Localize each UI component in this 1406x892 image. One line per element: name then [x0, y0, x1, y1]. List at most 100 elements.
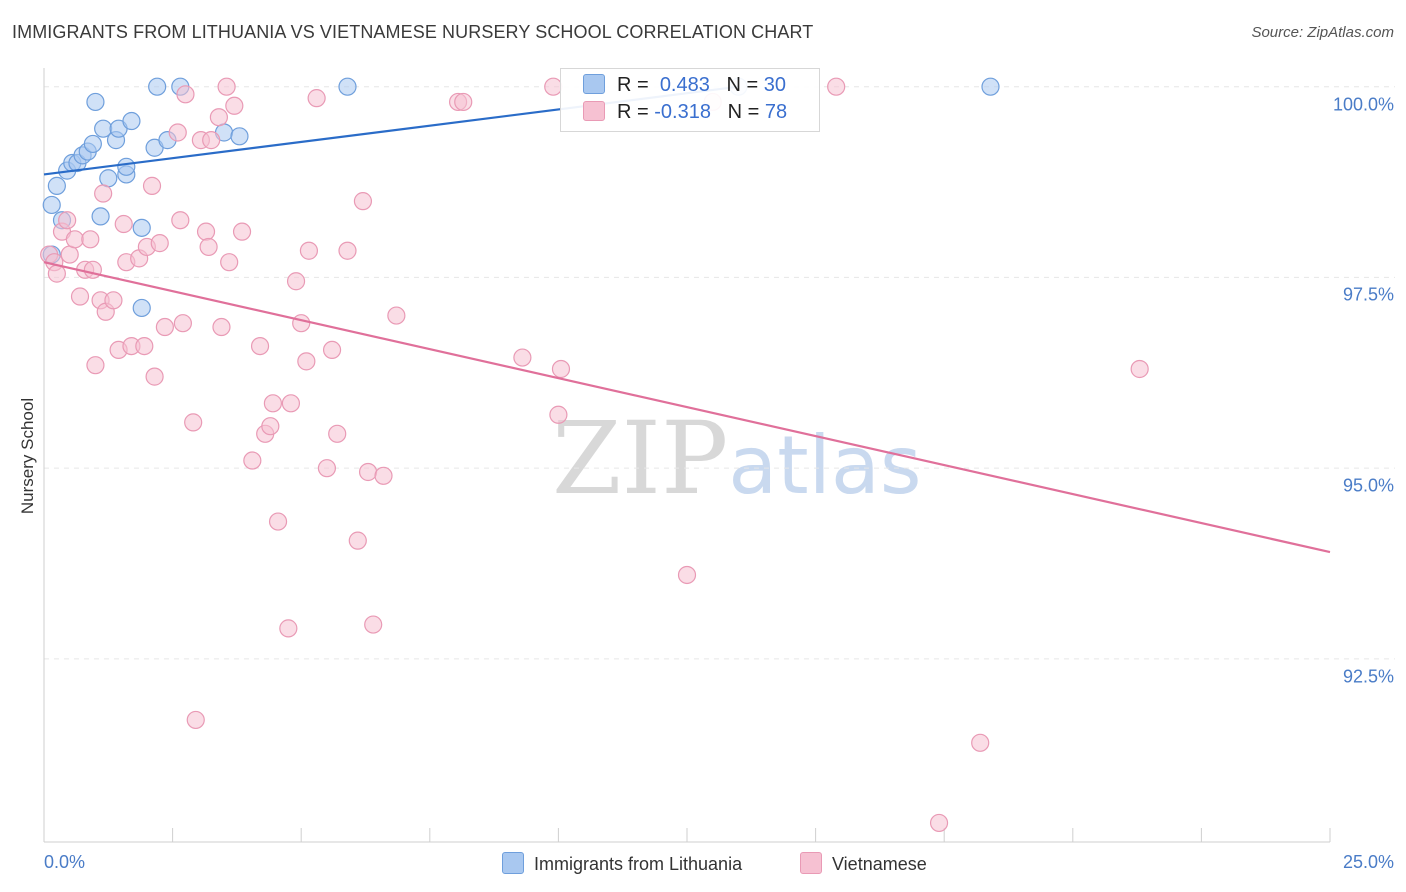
vietnamese-point	[70, 287, 90, 306]
vietnamese-point	[374, 466, 393, 485]
vietnamese-point	[250, 336, 270, 356]
vietnamese-point	[155, 317, 174, 337]
lithuania-point	[86, 92, 105, 112]
vietnamese-point	[243, 451, 262, 470]
lithuania-point	[981, 77, 1000, 96]
vietnamese-point	[348, 531, 367, 550]
vietnamese-point	[1130, 359, 1149, 379]
vietnamese-point	[358, 462, 378, 482]
lithuania-point	[117, 157, 136, 176]
lithuania-point	[338, 77, 357, 96]
vietnamese-point	[827, 77, 846, 96]
vietnamese-point	[65, 230, 84, 249]
vietnamese-point	[212, 317, 231, 337]
vietnamese-point	[971, 733, 990, 752]
vietnamese-point	[353, 192, 373, 211]
vietnamese-point	[232, 222, 252, 241]
legend-swatch-blue	[583, 74, 605, 94]
vietnamese-point	[292, 314, 311, 333]
bottom-legend-lithuania: Immigrants from Lithuania	[502, 852, 742, 875]
lithuania-point	[91, 207, 110, 226]
lithuania-point	[47, 176, 66, 195]
watermark-atlas: atlas	[728, 419, 922, 512]
vietnamese-point	[86, 356, 105, 375]
vietnamese-point	[268, 512, 288, 531]
vietnamese-point	[328, 424, 347, 443]
vietnamese-point	[317, 459, 337, 478]
y-tick-label: 95.0%	[1342, 475, 1394, 496]
legend-r-label: R =	[617, 74, 649, 96]
legend-n-value: 78	[764, 101, 788, 123]
vietnamese-point	[387, 306, 406, 325]
vietnamese-point	[150, 234, 169, 253]
lithuania-point	[132, 298, 151, 318]
vietnamese-point	[58, 211, 77, 230]
vietnamese-point	[114, 214, 133, 234]
watermark-zip: ZIP	[552, 400, 729, 517]
legend-swatch-pink	[583, 101, 605, 121]
legend-n-label: N =	[727, 101, 760, 123]
x-tick-label-max: 25.0%	[1342, 852, 1394, 872]
vietnamese-point	[261, 417, 280, 436]
vietnamese-point	[338, 241, 357, 260]
vietnamese-point	[81, 230, 100, 249]
legend-swatch-pink	[800, 852, 822, 874]
vietnamese-point	[60, 245, 79, 264]
legend-row-vietnamese: R = -0.318 N = 78	[583, 101, 787, 127]
vietnamese-point	[47, 264, 66, 283]
lithuania-point	[42, 195, 61, 215]
lithuania-point	[132, 218, 151, 237]
legend-r-label: R =	[617, 101, 649, 123]
legend-n-label: N =	[726, 74, 759, 96]
vietnamese-point	[551, 359, 571, 379]
vietnamese-point	[142, 176, 162, 195]
legend-row-lithuania: R = 0.483 N = 30	[583, 74, 786, 100]
vietnamese-point	[299, 241, 319, 260]
x-tick-label-min: 0.0%	[44, 852, 86, 872]
chart-title: IMMIGRANTS FROM LITHUANIA VS VIETNAMESE …	[12, 22, 814, 42]
vietnamese-trend-line	[43, 261, 1331, 554]
vietnamese-point	[217, 77, 236, 96]
lithuania-point	[230, 127, 249, 146]
vietnamese-point	[549, 405, 568, 424]
vietnamese-point	[286, 272, 306, 291]
lithuania-point	[99, 169, 118, 188]
y-tick-label: 97.5%	[1342, 284, 1394, 305]
vietnamese-point	[307, 89, 326, 108]
vietnamese-point	[929, 813, 949, 833]
vietnamese-point	[176, 85, 195, 104]
vietnamese-point	[199, 237, 218, 257]
vietnamese-point	[322, 340, 342, 360]
vietnamese-point	[171, 211, 190, 230]
vietnamese-point	[145, 367, 164, 386]
vietnamese-point	[83, 260, 102, 279]
vietnamese-point	[297, 352, 316, 371]
vietnamese-point	[263, 394, 283, 413]
legend-r-value: -0.318	[654, 101, 711, 123]
vietnamese-point	[104, 291, 123, 310]
y-tick-label: 100.0%	[1332, 94, 1394, 115]
legend-n-value: 30	[763, 74, 787, 96]
lithuania-point	[148, 77, 167, 96]
vietnamese-point	[168, 123, 187, 142]
legend-label: Immigrants from Lithuania	[534, 854, 743, 874]
vietnamese-point	[209, 108, 228, 127]
vietnamese-point	[184, 413, 203, 432]
vietnamese-point	[94, 184, 113, 203]
watermark: ZIPatlas	[552, 400, 922, 517]
vietnamese-point	[225, 96, 244, 115]
bottom-legend-vietnamese: Vietnamese	[800, 852, 927, 875]
vietnamese-point	[186, 710, 205, 730]
vietnamese-point	[454, 92, 473, 112]
vietnamese-point	[279, 619, 298, 638]
source-label: Source: ZipAtlas.com	[1251, 24, 1394, 41]
vietnamese-point	[196, 222, 216, 241]
lithuania-point	[83, 134, 102, 154]
stats-legend: R = 0.483 N = 30 R = -0.318 N = 78	[560, 68, 820, 132]
vietnamese-point	[202, 131, 221, 150]
vietnamese-point	[281, 394, 301, 413]
vietnamese-point	[513, 348, 532, 367]
vietnamese-point	[220, 253, 239, 272]
vietnamese-point	[173, 314, 192, 333]
